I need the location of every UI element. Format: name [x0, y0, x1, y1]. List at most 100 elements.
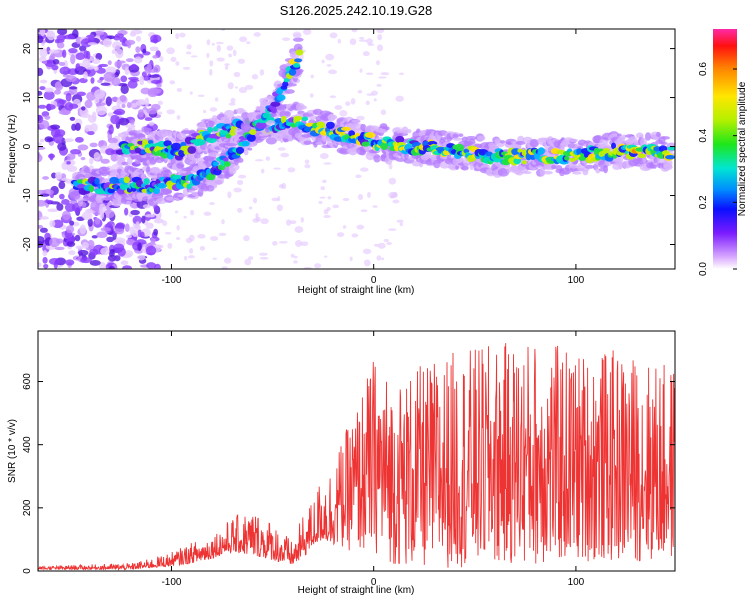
spectral-noise-blob — [80, 106, 86, 111]
spectral-noise-blob — [142, 48, 147, 54]
spectral-noise-blob — [112, 41, 122, 50]
spectral-track-halo — [567, 138, 579, 143]
spectral-track-core — [293, 63, 301, 68]
spectral-track-halo — [121, 161, 129, 166]
spectral-track-core — [94, 177, 100, 185]
spectral-track-core — [123, 176, 131, 184]
spectral-track-halo — [70, 199, 78, 204]
spectral-noise-blob — [366, 38, 374, 45]
spectral-noise-blob — [179, 32, 186, 38]
spectral-noise-blob — [38, 146, 46, 151]
spectral-noise-blob — [68, 103, 79, 109]
spectral-noise-blob — [137, 242, 142, 252]
spectral-noise-blob — [157, 100, 164, 105]
spectral-noise-blob — [38, 199, 47, 207]
spectral-noise-blob — [113, 243, 125, 252]
spectral-noise-blob — [300, 217, 304, 223]
spectral-noise-blob — [342, 225, 347, 229]
spectral-noise-blob — [221, 266, 228, 269]
spectral-noise-blob — [325, 53, 335, 61]
spectral-track-halo — [205, 185, 215, 192]
spectral-noise-blob — [386, 241, 392, 245]
spectral-noise-blob — [95, 102, 106, 106]
spectral-noise-blob — [134, 159, 141, 165]
spectral-noise-blob — [232, 49, 237, 57]
spectrogram-frame — [37, 28, 676, 270]
spectral-track-core — [206, 136, 217, 144]
spectral-track-halo — [351, 119, 361, 124]
spectral-noise-blob — [61, 177, 69, 182]
spectral-noise-blob — [149, 88, 162, 94]
spectral-noise-blob — [166, 109, 176, 115]
spectral-noise-blob — [116, 97, 121, 108]
spectral-noise-blob — [58, 109, 71, 115]
spectral-noise-blob — [272, 240, 278, 246]
spectral-noise-blob — [124, 223, 130, 232]
spectral-noise-blob — [309, 93, 314, 98]
spectral-noise-blob — [98, 262, 106, 269]
spectral-noise-blob — [39, 193, 50, 197]
spectral-track-core — [107, 188, 116, 194]
spectral-noise-blob — [134, 56, 143, 64]
spectral-track-halo — [255, 105, 262, 111]
spectral-noise-blob — [159, 55, 164, 62]
spectral-noise-blob — [100, 247, 110, 256]
spectral-noise-blob — [337, 38, 342, 44]
spectral-track-halo — [430, 154, 438, 161]
spectral-track-halo — [656, 131, 661, 138]
spectral-noise-blob — [79, 224, 86, 235]
spectral-noise-blob — [38, 142, 42, 146]
spectral-noise-blob — [124, 207, 129, 216]
spectral-track-halo — [117, 196, 122, 206]
spectral-noise-blob — [238, 87, 248, 94]
spectral-noise-blob — [74, 136, 84, 143]
spectral-track-core — [301, 116, 309, 122]
spectral-noise-blob — [318, 200, 323, 205]
spectral-track-core — [152, 187, 161, 195]
spectral-track-halo — [384, 126, 390, 131]
spectral-track-core — [513, 157, 522, 165]
spectral-noise-blob — [185, 237, 193, 244]
spectral-noise-blob — [39, 79, 48, 84]
y-tick-label: 600 — [22, 373, 33, 390]
spectral-noise-blob — [137, 254, 146, 261]
spectral-track-halo — [125, 200, 132, 205]
spectral-noise-blob — [49, 220, 56, 228]
spectral-noise-blob — [199, 245, 206, 251]
spectral-noise-blob — [100, 227, 112, 232]
x-tick-label: 100 — [568, 275, 585, 286]
spectral-track-core — [170, 142, 182, 151]
spectral-noise-blob — [278, 184, 284, 189]
spectral-noise-blob — [39, 29, 46, 37]
spectral-noise-blob — [156, 83, 162, 88]
spectral-noise-blob — [293, 255, 298, 259]
spectral-noise-blob — [49, 153, 54, 161]
spectral-noise-blob — [319, 196, 326, 199]
colorbar-tick-label: 0.2 — [698, 195, 709, 209]
spectral-track-core — [255, 121, 267, 129]
spectral-noise-blob — [100, 82, 111, 86]
spectral-track-halo — [458, 133, 464, 137]
spectral-track-halo — [247, 147, 253, 151]
spectral-noise-blob — [146, 63, 152, 73]
spectral-noise-blob — [95, 52, 103, 61]
spectral-noise-blob — [243, 235, 250, 242]
spectral-noise-blob — [107, 60, 112, 66]
spectral-noise-blob — [114, 227, 125, 235]
spectral-noise-blob — [189, 209, 195, 216]
spectral-noise-blob — [197, 234, 206, 239]
spectral-track-halo — [515, 141, 526, 145]
spectral-noise-blob — [265, 156, 271, 161]
spectral-noise-blob — [91, 235, 98, 239]
spectral-noise-blob — [96, 231, 108, 239]
spectral-track-halo — [101, 166, 110, 172]
spectral-noise-blob — [244, 84, 254, 90]
spectral-noise-blob — [43, 199, 54, 204]
spectral-noise-blob — [366, 93, 375, 96]
spectral-noise-blob — [46, 30, 56, 41]
spectral-noise-blob — [214, 97, 219, 102]
spectral-noise-blob — [393, 191, 398, 198]
spectral-noise-blob — [74, 234, 81, 242]
spectral-track-core — [271, 106, 277, 114]
spectral-track-halo — [287, 83, 297, 87]
